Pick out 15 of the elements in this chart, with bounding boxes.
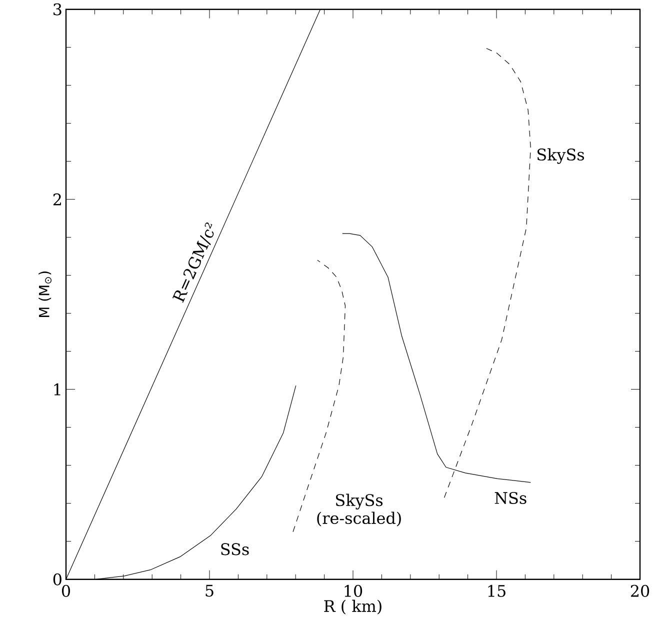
series-label: SkySs (re-scaled): [317, 494, 401, 526]
x-tick-label: 10: [344, 584, 362, 597]
y-tick-label: 3: [54, 3, 62, 16]
y-tick-label: 2: [53, 193, 61, 206]
x-axis-title: R ( km): [324, 600, 382, 614]
series-label: SSs: [221, 542, 249, 556]
series-label: SkySs: [538, 148, 584, 164]
y-tick-label: 1: [54, 383, 60, 396]
x-tick-label: 0: [62, 584, 70, 597]
x-tick-label: 5: [206, 584, 214, 597]
y-tick-label: 0: [53, 573, 62, 586]
x-tick-label: 15: [488, 584, 506, 597]
series-label: NSs: [494, 492, 526, 504]
x-tick-label: 20: [630, 584, 650, 597]
y-axis-title: M (M$_{⊙}$): [38, 271, 52, 317]
